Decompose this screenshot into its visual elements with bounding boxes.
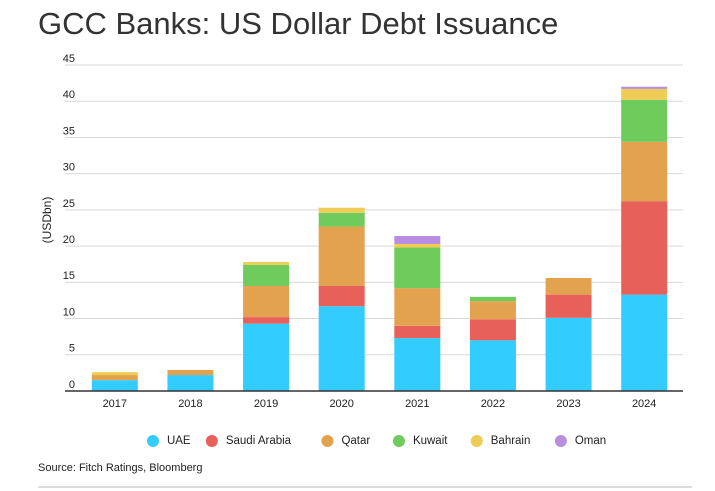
bar-segment xyxy=(621,86,668,89)
bar-segment xyxy=(167,369,214,376)
legend-swatch xyxy=(554,435,567,447)
legend-label: Oman xyxy=(575,435,606,447)
bar-segment xyxy=(91,375,138,381)
x-tick-label: 2023 xyxy=(556,398,580,410)
x-tick-label: 2021 xyxy=(405,398,429,410)
bar-segment xyxy=(621,294,668,391)
x-tick-label: 2022 xyxy=(481,398,505,410)
bar-segment xyxy=(318,212,365,227)
bar-segment xyxy=(243,262,290,265)
bar-segment xyxy=(394,325,441,339)
bar-segment xyxy=(545,277,592,295)
bar-segment xyxy=(621,201,668,295)
y-tick-label: 10 xyxy=(63,306,75,318)
source: Source: Fitch Ratings, Bloomberg xyxy=(38,462,202,474)
bar-segment xyxy=(91,380,138,391)
bar-segment xyxy=(621,99,668,142)
legend-label: Kuwait xyxy=(413,435,448,447)
bar-segment xyxy=(318,207,365,213)
bar-segment xyxy=(318,226,365,286)
x-tick-label: 2019 xyxy=(254,398,278,410)
x-tick-label: 2020 xyxy=(329,398,353,410)
y-tick-label: 45 xyxy=(63,53,75,65)
legend-swatch xyxy=(392,435,405,447)
bar-segment xyxy=(545,294,592,318)
legend-label: UAE xyxy=(167,435,191,447)
x-tick-label: 2024 xyxy=(632,398,656,410)
y-tick-label: 35 xyxy=(63,125,75,137)
bar-segment xyxy=(91,372,138,376)
x-tick-label: 2017 xyxy=(103,398,127,410)
bar-segment xyxy=(243,285,290,318)
legend-swatch xyxy=(321,435,334,447)
bar-segment xyxy=(621,88,668,100)
legend-swatch xyxy=(205,435,218,447)
bar-segment xyxy=(394,243,441,248)
bar-segment xyxy=(318,306,365,391)
legend-swatch xyxy=(146,435,159,447)
y-tick-label: 15 xyxy=(63,270,75,282)
legend-label: Bahrain xyxy=(491,435,531,447)
bar-segment xyxy=(621,141,668,202)
bar-segment xyxy=(394,288,441,326)
y-tick-label: 30 xyxy=(63,162,75,174)
bar-segment xyxy=(394,338,441,391)
bar-segment xyxy=(394,247,441,289)
chart-title: GCC Banks: US Dollar Debt Issuance xyxy=(38,6,558,41)
y-tick-label: 5 xyxy=(69,343,75,355)
bar-segment xyxy=(469,296,516,302)
bar-segment xyxy=(243,317,290,324)
bar-segment xyxy=(318,285,365,307)
legend-swatch xyxy=(470,435,483,447)
bar-segment xyxy=(469,319,516,341)
bar-segment xyxy=(243,264,290,286)
legend-label: Saudi Arabia xyxy=(226,435,292,447)
y-tick-label: 0 xyxy=(69,379,75,391)
y-tick-label: 20 xyxy=(63,234,75,246)
y-tick-label: 25 xyxy=(63,198,75,210)
bar-segment xyxy=(469,301,516,320)
y-tick-label: 40 xyxy=(63,89,75,101)
bar-segment xyxy=(243,323,290,391)
bar-segment xyxy=(394,235,441,244)
bar-segment xyxy=(469,340,516,391)
bar-segment xyxy=(545,317,592,391)
y-axis-label: (USDbn) xyxy=(40,197,54,244)
legend-label: Qatar xyxy=(341,435,370,447)
bar-segment xyxy=(167,375,214,391)
x-tick-label: 2018 xyxy=(178,398,202,410)
